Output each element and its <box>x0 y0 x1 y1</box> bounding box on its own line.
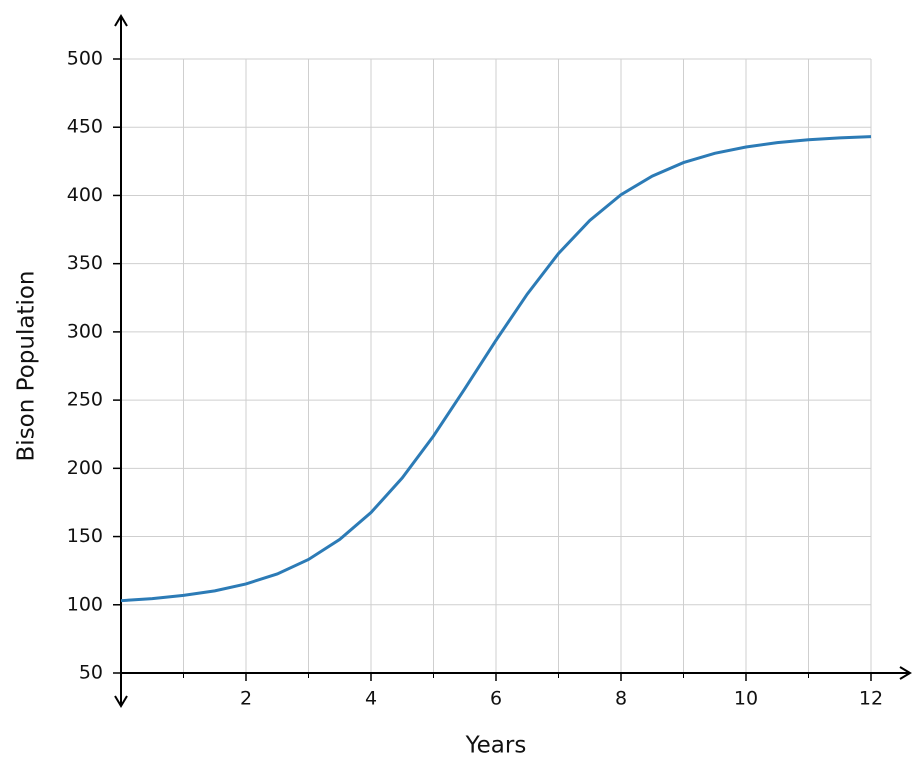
plot <box>120 135 872 603</box>
y-tick-label: 300 <box>67 320 103 342</box>
x-axis-label: Years <box>465 733 527 759</box>
x-tick-label: 12 <box>859 688 883 710</box>
y-tick-label: 450 <box>67 116 103 138</box>
y-tick-label: 350 <box>67 252 103 274</box>
y-arrow <box>114 14 128 27</box>
y-tick-label: 200 <box>67 457 103 479</box>
x-tick-label: 8 <box>615 688 627 710</box>
y-axis-label: Bison Population <box>14 271 40 462</box>
y-tick-label: 400 <box>67 184 103 206</box>
x-tick-label: 6 <box>490 688 502 710</box>
grid <box>121 58 872 674</box>
y-tick-label: 100 <box>67 593 103 615</box>
y-tick-label: 50 <box>79 662 103 684</box>
x-tick-label: 2 <box>240 688 252 710</box>
y-tick-label: 250 <box>67 389 103 411</box>
y-arrow-down <box>114 695 128 708</box>
line-series <box>120 135 872 603</box>
y-tick-label: 150 <box>67 525 103 547</box>
x-tick-label: 10 <box>734 688 758 710</box>
y-tick-label: 500 <box>67 48 103 70</box>
x-arrow <box>899 666 912 680</box>
x-tick-label: 4 <box>365 688 377 710</box>
